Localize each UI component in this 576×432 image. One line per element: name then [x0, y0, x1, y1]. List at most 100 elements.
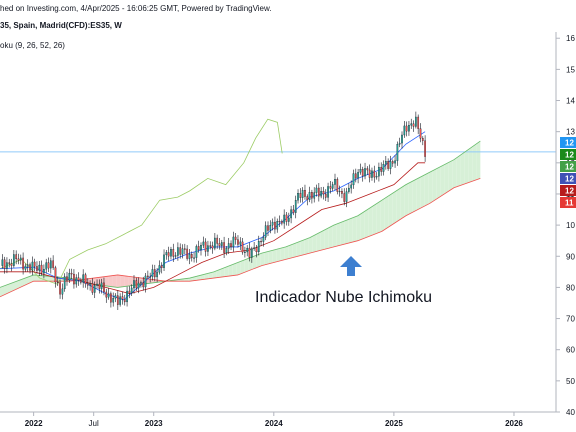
candle-body — [149, 276, 152, 278]
candle-body — [223, 242, 225, 253]
candle-body — [403, 125, 406, 136]
candle-body — [364, 168, 366, 177]
candle-body — [13, 254, 15, 266]
candle-body — [165, 252, 168, 256]
candle-body — [54, 267, 57, 283]
candle-body — [24, 265, 27, 270]
price-badge: 11 — [560, 197, 576, 208]
cloud-segment — [212, 270, 217, 279]
cloud-segment — [40, 275, 45, 282]
cloud-segment — [408, 181, 413, 215]
chikou-span-line — [0, 118, 283, 285]
candle-body — [197, 246, 200, 251]
candle-body — [269, 225, 272, 231]
candle-body — [66, 276, 68, 281]
candle-body — [343, 193, 346, 202]
candle-body — [366, 168, 369, 171]
cloud-segment — [388, 193, 393, 228]
candle-body — [329, 186, 332, 189]
candle-body — [1, 259, 4, 266]
candle-body — [297, 193, 299, 201]
candle-body — [278, 221, 281, 223]
price-badge-label: 12 — [565, 151, 574, 160]
y-tick-label: 50 — [566, 377, 575, 386]
candle-body — [91, 283, 94, 293]
candle-body — [170, 249, 172, 257]
candle-body — [202, 241, 205, 246]
candle-body — [33, 261, 36, 267]
candle-body — [80, 280, 82, 283]
candle-body — [257, 241, 260, 253]
candle-body — [119, 296, 121, 305]
cloud-segment — [28, 275, 33, 284]
candle-body — [301, 190, 304, 198]
candle-body — [6, 262, 8, 269]
cloud-segment — [336, 222, 341, 247]
candle-body — [255, 247, 258, 253]
price-badges: 12 12 12 12 12 11 — [560, 137, 576, 208]
candle-body — [348, 187, 350, 192]
price-badge: 12 — [560, 173, 576, 184]
candle-body — [380, 166, 383, 172]
annotation: Indicador Nube Ichimoku — [255, 256, 432, 306]
candle-body — [260, 241, 262, 243]
candle-body — [160, 265, 163, 268]
candle-body — [38, 264, 41, 271]
candle-body — [186, 248, 188, 259]
price-axis[interactable]: 16 15 14 13 12 11 10 90 80 70 60 50 40 — [556, 34, 575, 417]
cloud-segment — [104, 276, 109, 287]
candle-body — [163, 254, 165, 268]
candle-body — [179, 247, 182, 255]
cloud-segment — [312, 234, 317, 253]
candle-body — [98, 283, 101, 289]
candle-body — [218, 243, 221, 246]
candle-body — [227, 243, 230, 249]
cloud-segment — [308, 236, 313, 254]
candle-body — [417, 116, 420, 129]
cloud-segment — [284, 245, 289, 260]
candle-body — [352, 173, 355, 186]
candle-body — [172, 249, 175, 257]
cloud-segment — [416, 177, 421, 211]
candle-body — [421, 138, 424, 141]
cloud-segment — [276, 248, 281, 262]
source-line: hed on Investing.com, 4/Apr/2025 - 16:06… — [0, 4, 272, 13]
price-badge-bg — [560, 137, 576, 148]
candle-body — [204, 241, 207, 252]
cloud-segment — [240, 260, 245, 275]
candle-body — [264, 225, 267, 238]
cloud-segment — [356, 214, 361, 242]
senkou-span-b-line — [0, 178, 481, 298]
candle-body — [89, 283, 91, 286]
candle-body — [19, 257, 22, 261]
time-axis[interactable]: 2022 Jul 2023 2024 2025 2026 — [25, 412, 524, 428]
candle-body — [290, 209, 292, 219]
price-badge: 12 — [560, 137, 576, 148]
candle-body — [285, 214, 288, 222]
cloud-segment — [108, 275, 113, 287]
cloud-segment — [252, 255, 257, 270]
candle-body — [345, 191, 348, 202]
cloud-segment — [264, 251, 269, 265]
x-tick-label: 2024 — [265, 419, 283, 428]
candle-body — [133, 280, 135, 289]
candle-body — [59, 282, 61, 295]
candle-body — [114, 295, 117, 299]
cloud-segment — [352, 216, 357, 243]
candle-body — [195, 246, 198, 258]
cloud-segment — [292, 242, 297, 258]
candle-body — [86, 283, 89, 286]
price-badge-label: 11 — [565, 199, 574, 208]
candle-body — [167, 252, 170, 257]
cloud-segment — [376, 201, 381, 234]
cloud-segment — [112, 275, 117, 288]
candle-body — [193, 257, 195, 259]
cloud-segment — [472, 143, 477, 182]
candle-body — [334, 179, 336, 185]
price-badge-bg — [560, 197, 576, 208]
cloud-segment — [4, 284, 9, 295]
cloud-segment — [244, 258, 249, 273]
candle-body — [10, 263, 13, 266]
cloud-segment — [92, 277, 97, 285]
